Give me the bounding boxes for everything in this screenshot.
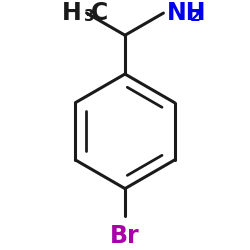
- Text: Br: Br: [110, 224, 140, 248]
- Text: 3: 3: [84, 9, 94, 24]
- Text: C: C: [91, 1, 108, 25]
- Text: H: H: [62, 1, 82, 25]
- Text: NH: NH: [167, 1, 206, 25]
- Text: 2: 2: [190, 9, 201, 24]
